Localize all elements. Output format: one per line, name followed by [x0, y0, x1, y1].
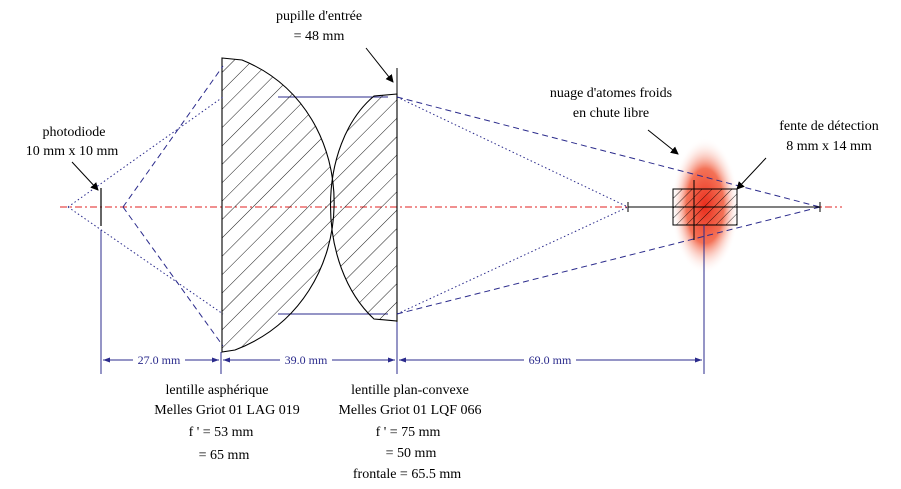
detection-slit-arrow [736, 157, 767, 190]
planoconvex-caption-model: Melles Griot 01 LQF 066 [338, 403, 481, 418]
dimension-label-27: 27.0 mm [138, 353, 181, 367]
atom-cloud-arrow [647, 129, 679, 155]
detection-slit-label-line2: 8 mm x 14 mm [786, 139, 872, 154]
planoconvex-lens [330, 93, 398, 322]
dashed-rays [122, 65, 821, 347]
aspheric-caption-focal: f ' = 53 mm [189, 425, 254, 440]
aspheric-caption-diameter: = 65 mm [199, 448, 250, 463]
photodiode-label-line2: 10 mm x 10 mm [26, 144, 119, 159]
planoconvex-caption-name: lentille plan-convexe [351, 383, 469, 398]
detection-slit-label-line1: fente de détection [779, 119, 879, 134]
dimension-label-69: 69.0 mm [529, 353, 572, 367]
entrance-pupil-arrow [365, 47, 394, 83]
atom-cloud-label-line1: nuage d'atomes froids [550, 86, 672, 101]
dimension-label-39: 39.0 mm [285, 353, 328, 367]
planoconvex-caption-frontal: frontale = 65.5 mm [353, 467, 461, 482]
entrance-pupil-label-line1: pupille d'entrée [276, 9, 362, 24]
dimension-extensions [100, 225, 705, 374]
photodiode-label-line1: photodiode [43, 125, 106, 140]
aspheric-caption-name: lentille asphérique [165, 383, 268, 398]
aspheric-caption-model: Melles Griot 01 LAG 019 [154, 403, 299, 418]
planoconvex-caption-focal: f ' = 75 mm [376, 425, 441, 440]
entrance-pupil-label-line2: = 48 mm [294, 29, 345, 44]
photodiode-arrow [71, 161, 99, 191]
slit-crosshair [627, 180, 821, 240]
atom-cloud-label-line2: en chute libre [573, 106, 649, 121]
dotted-rays [67, 96, 629, 315]
aspheric-lens [221, 57, 335, 353]
planoconvex-caption-diameter: = 50 mm [386, 446, 437, 461]
